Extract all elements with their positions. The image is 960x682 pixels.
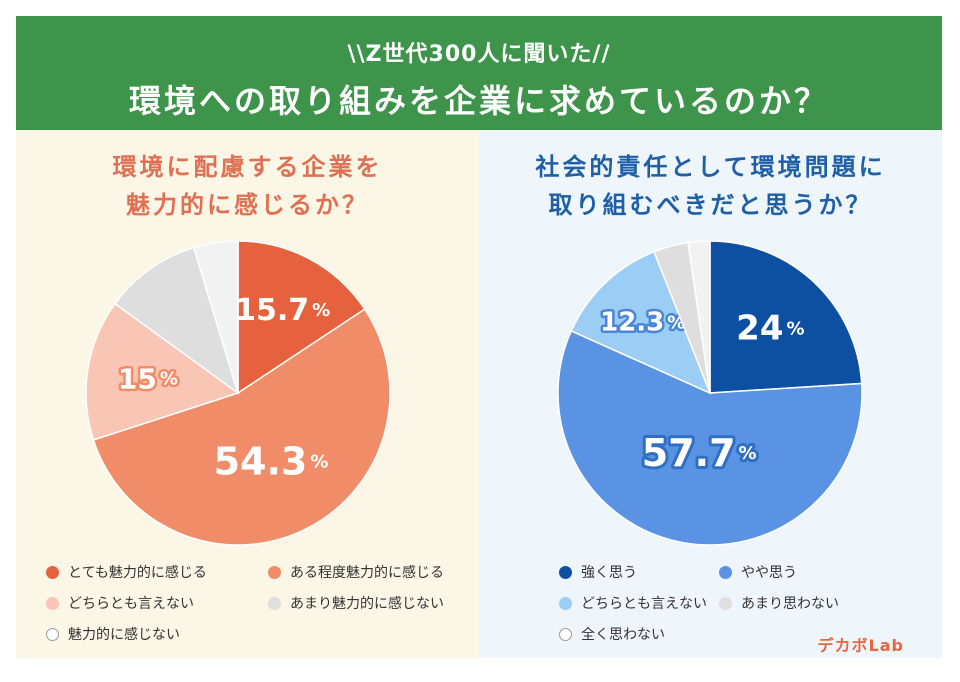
legend-label: どちらとも言えない bbox=[68, 596, 194, 612]
data-label-unit: % bbox=[786, 318, 804, 339]
legend-label: あまり思わない bbox=[741, 596, 839, 612]
header-subtitle: \\Z世代300人に聞いた// bbox=[347, 42, 611, 67]
legend-item-2: ある程度魅力的に感じる bbox=[268, 562, 444, 582]
data-label-value: 15.7 bbox=[235, 292, 309, 327]
data-label-1: 24% bbox=[736, 309, 804, 349]
legend-label: やや思う bbox=[741, 565, 797, 581]
data-label-value: 12.3 bbox=[600, 308, 664, 338]
pie-slice-5 bbox=[687, 240, 711, 394]
pie-slice-2 bbox=[92, 308, 391, 546]
legend-label: どちらとも言えない bbox=[581, 596, 707, 612]
pie-slice-2 bbox=[557, 329, 863, 546]
pie-slice-1 bbox=[237, 240, 366, 395]
legend-item-4: あまり思わない bbox=[719, 593, 839, 613]
header-title: 環境への取り組みを企業に求めているのか？ bbox=[128, 82, 829, 120]
left-panel: 環境に配慮する企業を 魅力的に感じるか？ 15.7% 54.3% 15% とても魅力… bbox=[16, 130, 479, 658]
data-label-2: 57.7% bbox=[642, 431, 757, 475]
data-label-1: 15.7% bbox=[235, 292, 330, 327]
pie-slice-5 bbox=[192, 240, 239, 394]
legend-label: 魅力的に感じない bbox=[68, 627, 180, 643]
legend-item-1: とても魅力的に感じる bbox=[46, 562, 207, 582]
legend-swatch bbox=[46, 596, 59, 610]
data-label-3: 12.3% bbox=[600, 308, 685, 338]
right-chart-title: 社会的責任として環境問題に 取り組むべきだと思うか？ bbox=[479, 148, 942, 224]
header-banner: \\Z世代300人に聞いた// 環境への取り組みを企業に求めているのか？ bbox=[16, 16, 942, 130]
legend-label: 全く思わない bbox=[581, 627, 665, 643]
data-label-2: 54.3% bbox=[214, 439, 329, 483]
legend-label: ある程度魅力的に感じる bbox=[290, 565, 444, 581]
brand-logo: デカボLab bbox=[817, 636, 904, 655]
left-chart-title-line1: 環境に配慮する企業を bbox=[112, 153, 383, 181]
right-chart-title-line2: 取り組むべきだと思うか？ bbox=[548, 191, 873, 219]
legend-swatch bbox=[559, 565, 572, 579]
data-label-unit: % bbox=[160, 368, 178, 389]
data-label-unit: % bbox=[310, 451, 328, 472]
legend-swatch bbox=[719, 596, 732, 610]
legend-swatch bbox=[268, 565, 281, 579]
legend-item-3: どちらとも言えない bbox=[46, 593, 194, 613]
legend-swatch bbox=[46, 627, 59, 641]
legend-swatch bbox=[559, 627, 572, 641]
legend-swatch bbox=[719, 565, 732, 579]
legend-label: 強く思う bbox=[581, 565, 637, 581]
data-label-unit: % bbox=[312, 299, 330, 320]
legend-item-4: あまり魅力的に感じない bbox=[268, 593, 444, 613]
legend-item-2: やや思う bbox=[719, 562, 797, 582]
left-chart-title: 環境に配慮する企業を 魅力的に感じるか？ bbox=[16, 148, 479, 224]
pie-slice-1 bbox=[709, 240, 863, 394]
data-label-value: 57.7 bbox=[642, 431, 736, 475]
data-label-value: 24 bbox=[736, 309, 783, 349]
pie-slice-3 bbox=[570, 250, 712, 395]
legend-item-3: どちらとも言えない bbox=[559, 593, 707, 613]
legend-label: とても魅力的に感じる bbox=[68, 565, 207, 581]
data-label-3: 15% bbox=[118, 362, 178, 395]
legend-item-1: 強く思う bbox=[559, 562, 637, 582]
legend-item-5: 全く思わない bbox=[559, 624, 665, 644]
data-label-value: 54.3 bbox=[214, 439, 308, 483]
left-pie-chart: 15.7 %54.3 %15% bbox=[85, 240, 391, 546]
legend-swatch bbox=[559, 596, 572, 610]
legend-item-5: 魅力的に感じない bbox=[46, 624, 180, 644]
data-label-value: 15 bbox=[118, 362, 157, 395]
legend-swatch bbox=[46, 565, 59, 579]
pie-slice-3 bbox=[85, 302, 240, 441]
right-pie-chart: 24 %57.7 %12.3% bbox=[557, 240, 863, 546]
legend-label: あまり魅力的に感じない bbox=[290, 596, 444, 612]
right-panel: 社会的責任として環境問題に 取り組むべきだと思うか？ 24% 57.7% 12.3%… bbox=[479, 130, 942, 658]
legend-swatch bbox=[268, 596, 281, 610]
left-chart-title-line2: 魅力的に感じるか？ bbox=[126, 191, 369, 219]
pie-slice-4 bbox=[113, 246, 240, 395]
right-chart-title-line1: 社会的責任として環境問題に bbox=[535, 153, 886, 181]
data-label-unit: % bbox=[739, 442, 757, 463]
